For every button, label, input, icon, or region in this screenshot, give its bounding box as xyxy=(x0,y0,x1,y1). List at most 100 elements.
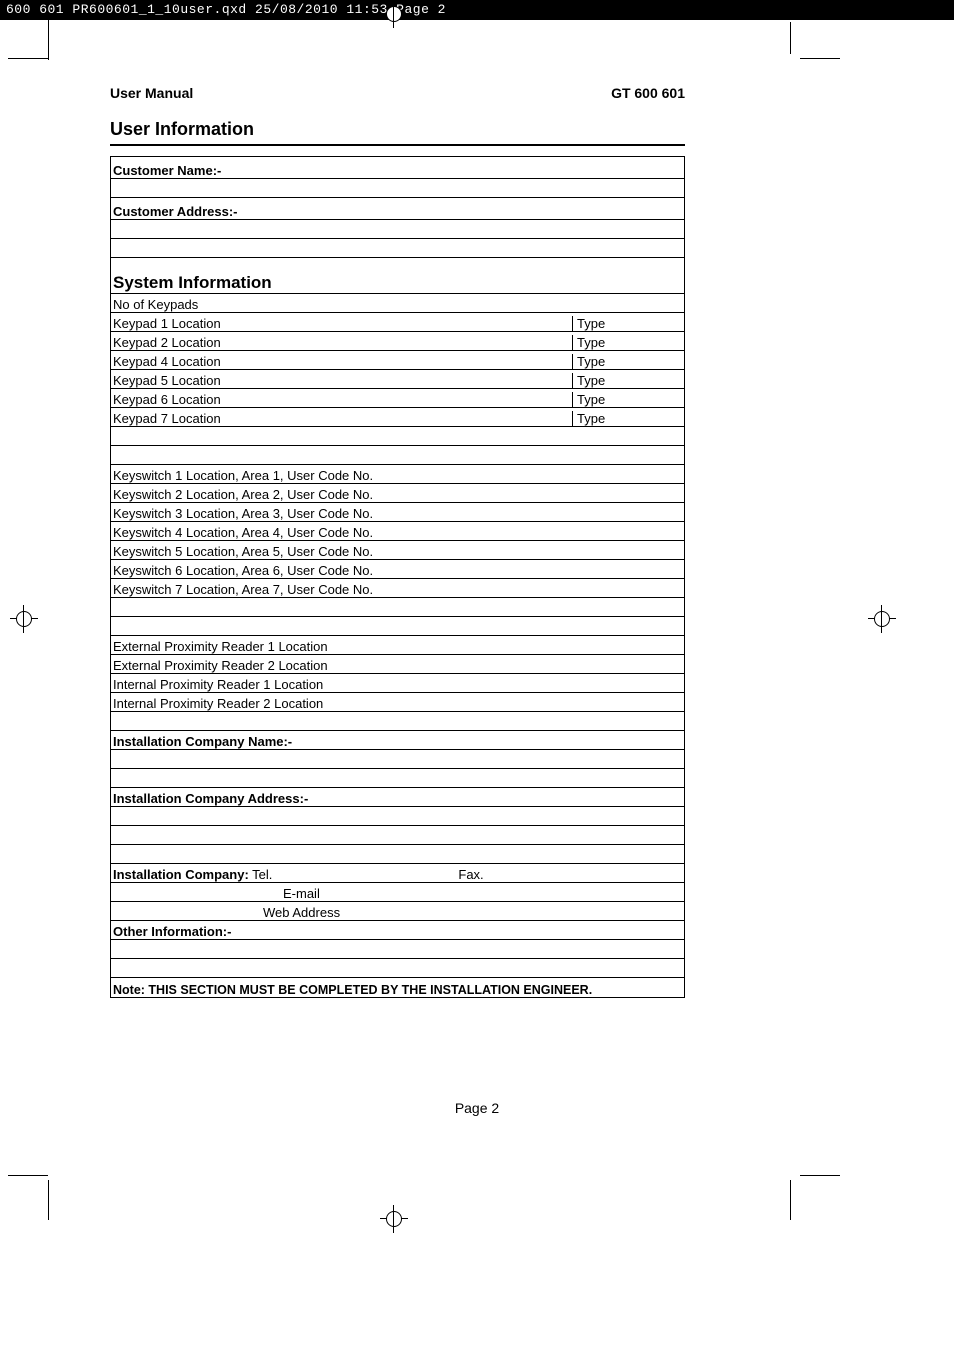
keypad-row[interactable]: Keypad 4 Location Type xyxy=(111,351,684,370)
install-company-address-label: Installation Company Address:- xyxy=(111,788,684,807)
page-footer: Page 2 xyxy=(0,1100,954,1116)
customer-name-label: Customer Name:- xyxy=(111,157,684,179)
no-of-keypads-row[interactable]: No of Keypads xyxy=(111,294,684,313)
keypad-type-label: Type xyxy=(572,316,682,331)
spacer xyxy=(111,258,684,272)
blank-row xyxy=(111,769,684,788)
form-box: Customer Name:- Customer Address:- Syste… xyxy=(110,156,685,998)
blank-row xyxy=(111,845,684,864)
install-company-name-field[interactable] xyxy=(111,750,684,769)
keypad-location-label: Keypad 7 Location xyxy=(113,411,572,426)
running-head-left: User Manual xyxy=(110,85,193,101)
registration-mark xyxy=(10,605,38,633)
crop-mark xyxy=(800,1175,840,1176)
keyswitch-row[interactable]: Keyswitch 2 Location, Area 2, User Code … xyxy=(111,484,684,503)
keypad-row[interactable]: Keypad 5 Location Type xyxy=(111,370,684,389)
label-text: Installation Company Name:- xyxy=(113,734,682,749)
label-text: System Information xyxy=(113,273,682,293)
crop-mark xyxy=(790,1180,791,1220)
crop-mark xyxy=(48,20,49,60)
label-text: Customer Address:- xyxy=(113,204,682,219)
label-suffix: Tel. xyxy=(249,867,273,882)
label-text: Customer Name:- xyxy=(113,163,682,178)
label-text: External Proximity Reader 2 Location xyxy=(113,658,682,673)
label-text: Internal Proximity Reader 1 Location xyxy=(113,677,682,692)
keyswitch-row[interactable]: Keyswitch 7 Location, Area 7, User Code … xyxy=(111,579,684,598)
blank-row xyxy=(111,598,684,617)
section-title: User Information xyxy=(110,119,685,146)
other-info-label: Other Information:- xyxy=(111,921,684,940)
crop-mark xyxy=(790,22,791,54)
running-head: User Manual GT 600 601 xyxy=(110,85,685,101)
keyswitch-row[interactable]: Keyswitch 5 Location, Area 5, User Code … xyxy=(111,541,684,560)
install-company-web-row[interactable]: Web Address xyxy=(111,902,684,921)
install-company-email-row[interactable]: E-mail xyxy=(111,883,684,902)
reader-row[interactable]: External Proximity Reader 2 Location xyxy=(111,655,684,674)
label-text: Installation Company: Tel. xyxy=(113,867,454,882)
registration-mark xyxy=(380,1205,408,1233)
crop-mark xyxy=(48,1180,49,1220)
page-content: User Manual GT 600 601 User Information … xyxy=(110,85,685,998)
slugline: 600 601 PR600601_1_10user.qxd 25/08/2010… xyxy=(0,0,954,20)
label-text: Web Address xyxy=(113,905,682,920)
system-info-heading: System Information xyxy=(111,272,684,294)
keypad-type-label: Type xyxy=(572,373,682,388)
reader-row[interactable]: Internal Proximity Reader 2 Location xyxy=(111,693,684,712)
other-info-field[interactable] xyxy=(111,940,684,959)
keypad-row[interactable]: Keypad 6 Location Type xyxy=(111,389,684,408)
keypad-row[interactable]: Keypad 1 Location Type xyxy=(111,313,684,332)
keypad-location-label: Keypad 6 Location xyxy=(113,392,572,407)
keyswitch-row[interactable]: Keyswitch 3 Location, Area 3, User Code … xyxy=(111,503,684,522)
label-text: Keyswitch 7 Location, Area 7, User Code … xyxy=(113,582,682,597)
label-text: Keyswitch 1 Location, Area 1, User Code … xyxy=(113,468,682,483)
keyswitch-row[interactable]: Keyswitch 1 Location, Area 1, User Code … xyxy=(111,465,684,484)
label-text: External Proximity Reader 1 Location xyxy=(113,639,682,654)
install-company-address-field[interactable] xyxy=(111,807,684,826)
keypad-location-label: Keypad 5 Location xyxy=(113,373,572,388)
label-text: Keyswitch 5 Location, Area 5, User Code … xyxy=(113,544,682,559)
label-text: No of Keypads xyxy=(113,297,682,312)
blank-row xyxy=(111,959,684,978)
reader-row[interactable]: External Proximity Reader 1 Location xyxy=(111,636,684,655)
page: 600 601 PR600601_1_10user.qxd 25/08/2010… xyxy=(0,0,954,1350)
label-prefix: Installation Company: xyxy=(113,867,249,882)
crop-mark xyxy=(800,58,840,59)
blank-row xyxy=(111,712,684,731)
reader-row[interactable]: Internal Proximity Reader 1 Location xyxy=(111,674,684,693)
label-text: Keyswitch 4 Location, Area 4, User Code … xyxy=(113,525,682,540)
blank-row xyxy=(111,446,684,465)
label-text: Keyswitch 2 Location, Area 2, User Code … xyxy=(113,487,682,502)
customer-address-label: Customer Address:- xyxy=(111,198,684,220)
fax-label: Fax. xyxy=(454,867,682,882)
keypad-location-label: Keypad 2 Location xyxy=(113,335,572,350)
note-row: Note: THIS SECTION MUST BE COMPLETED BY … xyxy=(111,978,684,997)
keypad-location-label: Keypad 4 Location xyxy=(113,354,572,369)
customer-address-field[interactable] xyxy=(111,239,684,258)
keypad-type-label: Type xyxy=(572,392,682,407)
blank-row xyxy=(111,427,684,446)
label-text: Keyswitch 6 Location, Area 6, User Code … xyxy=(113,563,682,578)
install-company-name-label: Installation Company Name:- xyxy=(111,731,684,750)
keyswitch-row[interactable]: Keyswitch 6 Location, Area 6, User Code … xyxy=(111,560,684,579)
keypad-location-label: Keypad 1 Location xyxy=(113,316,572,331)
customer-name-field[interactable] xyxy=(111,179,684,198)
running-head-right: GT 600 601 xyxy=(611,85,685,101)
label-text: Keyswitch 3 Location, Area 3, User Code … xyxy=(113,506,682,521)
registration-mark xyxy=(868,605,896,633)
keyswitch-row[interactable]: Keyswitch 4 Location, Area 4, User Code … xyxy=(111,522,684,541)
install-company-tel-row[interactable]: Installation Company: Tel. Fax. xyxy=(111,864,684,883)
install-company-address-field[interactable] xyxy=(111,826,684,845)
customer-address-field[interactable] xyxy=(111,220,684,239)
keypad-type-label: Type xyxy=(572,354,682,369)
label-text: Installation Company Address:- xyxy=(113,791,682,806)
keypad-type-label: Type xyxy=(572,335,682,350)
keypad-type-label: Type xyxy=(572,411,682,426)
crop-mark xyxy=(8,58,48,59)
blank-row xyxy=(111,617,684,636)
keypad-row[interactable]: Keypad 7 Location Type xyxy=(111,408,684,427)
label-text: E-mail xyxy=(113,886,682,901)
keypad-row[interactable]: Keypad 2 Location Type xyxy=(111,332,684,351)
label-text: Internal Proximity Reader 2 Location xyxy=(113,696,682,711)
crop-mark xyxy=(8,1175,48,1176)
label-text: Note: THIS SECTION MUST BE COMPLETED BY … xyxy=(113,983,682,997)
